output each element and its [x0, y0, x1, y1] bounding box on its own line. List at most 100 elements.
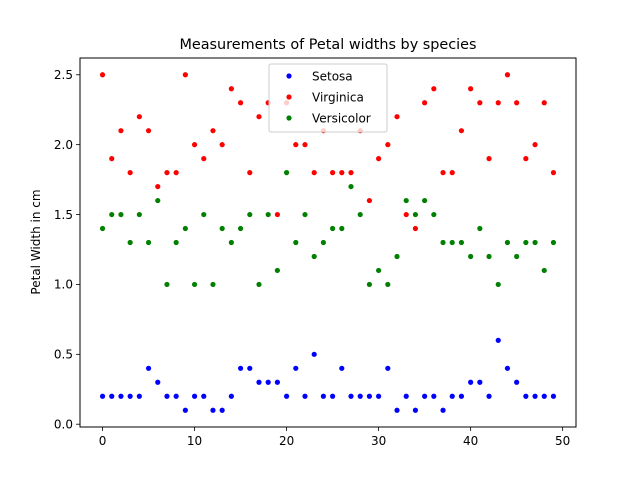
data-point — [330, 225, 336, 232]
data-point — [523, 393, 529, 399]
data-point — [247, 211, 253, 218]
data-point — [412, 211, 419, 218]
data-point — [247, 365, 253, 371]
data-point — [504, 365, 511, 371]
data-point — [302, 211, 308, 218]
data-point — [376, 156, 382, 162]
plot-area — [99, 72, 557, 413]
data-point — [458, 393, 465, 399]
data-point — [458, 128, 465, 134]
data-point — [237, 100, 244, 106]
x-tick-label: 0 — [99, 434, 107, 448]
data-point — [504, 239, 511, 246]
data-point — [109, 393, 115, 399]
data-point — [293, 365, 299, 371]
y-tick-label: 1.0 — [54, 278, 73, 292]
data-point — [256, 281, 262, 288]
data-point — [495, 100, 501, 106]
data-point — [164, 170, 170, 176]
data-point — [136, 114, 142, 120]
data-point — [302, 393, 308, 399]
y-tick-label: 1.5 — [54, 208, 73, 222]
data-point — [339, 225, 345, 232]
data-point — [514, 379, 520, 385]
data-point — [173, 170, 179, 176]
data-point — [477, 225, 483, 232]
data-point — [201, 211, 207, 218]
data-point — [523, 156, 529, 162]
data-point — [348, 170, 354, 176]
data-point — [118, 393, 124, 399]
data-point — [385, 142, 391, 148]
data-point — [468, 253, 474, 260]
data-point — [385, 281, 391, 288]
data-point — [219, 225, 225, 232]
data-point — [440, 170, 446, 176]
data-point — [357, 393, 363, 399]
y-tick-label: 2.5 — [54, 68, 73, 82]
data-point — [145, 239, 152, 246]
data-point — [118, 128, 124, 134]
x-tick-label: 50 — [555, 434, 570, 448]
series-virginica — [99, 72, 557, 232]
data-point — [155, 379, 161, 385]
data-point — [486, 156, 492, 162]
data-point — [440, 407, 446, 413]
data-point — [247, 170, 253, 176]
data-point — [99, 225, 106, 232]
data-point — [403, 211, 409, 218]
x-tick-label: 40 — [463, 434, 478, 448]
data-point — [164, 281, 170, 288]
data-point — [504, 72, 511, 78]
y-axis-label: Petal Width in cm — [29, 189, 43, 294]
data-point — [265, 211, 271, 218]
data-point — [136, 393, 142, 399]
data-point — [320, 239, 326, 246]
data-point — [550, 239, 557, 246]
data-point — [495, 281, 501, 288]
data-point — [136, 211, 142, 218]
data-point — [311, 253, 317, 260]
data-point — [523, 239, 529, 246]
data-point — [330, 170, 336, 176]
data-point — [431, 211, 437, 218]
data-point — [219, 142, 225, 148]
data-point — [210, 407, 216, 413]
data-point — [191, 281, 198, 288]
data-point — [376, 393, 382, 399]
data-point — [265, 379, 271, 385]
data-point — [311, 170, 317, 176]
data-point — [201, 156, 207, 162]
data-point — [486, 393, 492, 399]
data-point — [495, 337, 501, 343]
data-point — [532, 239, 538, 246]
data-point — [237, 225, 244, 232]
y-tick-label: 2.0 — [54, 138, 73, 152]
data-point — [412, 407, 419, 413]
legend-box — [268, 63, 388, 133]
data-point — [431, 393, 437, 399]
data-point — [145, 128, 152, 134]
legend-marker — [286, 73, 292, 79]
data-point — [431, 86, 437, 92]
data-point — [403, 197, 409, 204]
data-point — [191, 142, 198, 148]
legend-label: Versicolor — [312, 111, 371, 125]
data-point — [99, 72, 106, 78]
x-tick-label: 10 — [187, 434, 202, 448]
legend-marker — [286, 115, 292, 121]
data-point — [127, 239, 133, 246]
data-point — [228, 393, 234, 399]
data-point — [99, 393, 106, 399]
data-point — [256, 379, 262, 385]
data-point — [210, 281, 216, 288]
data-point — [458, 239, 465, 246]
data-point — [311, 351, 317, 357]
data-point — [228, 86, 234, 92]
data-point — [532, 142, 538, 148]
data-point — [173, 393, 179, 399]
data-point — [477, 100, 483, 106]
series-setosa — [99, 337, 557, 413]
data-point — [339, 170, 345, 176]
